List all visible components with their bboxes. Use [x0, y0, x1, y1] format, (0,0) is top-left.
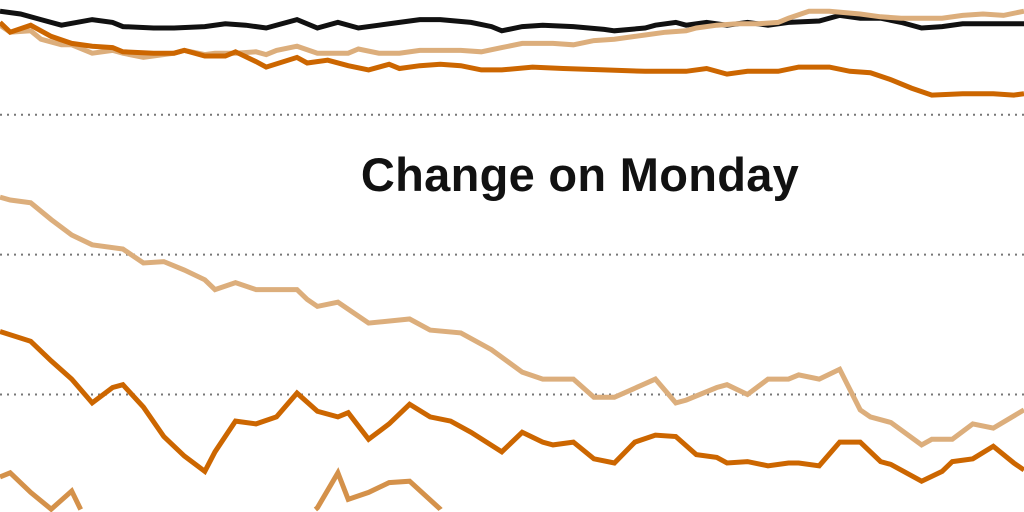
chart-annotation-change-on-monday: Change on Monday: [360, 148, 800, 201]
series-lines: [0, 8, 1024, 512]
series-line-6-segment-2: [313, 467, 443, 512]
gridlines: [0, 113, 1024, 396]
series-line-6: [0, 469, 83, 512]
series-line-4: [0, 194, 1024, 448]
series-line-3: [0, 20, 1024, 98]
series-line-1: [0, 8, 1024, 34]
series-line-2: [0, 8, 1024, 60]
series-line-5: [0, 329, 1024, 485]
